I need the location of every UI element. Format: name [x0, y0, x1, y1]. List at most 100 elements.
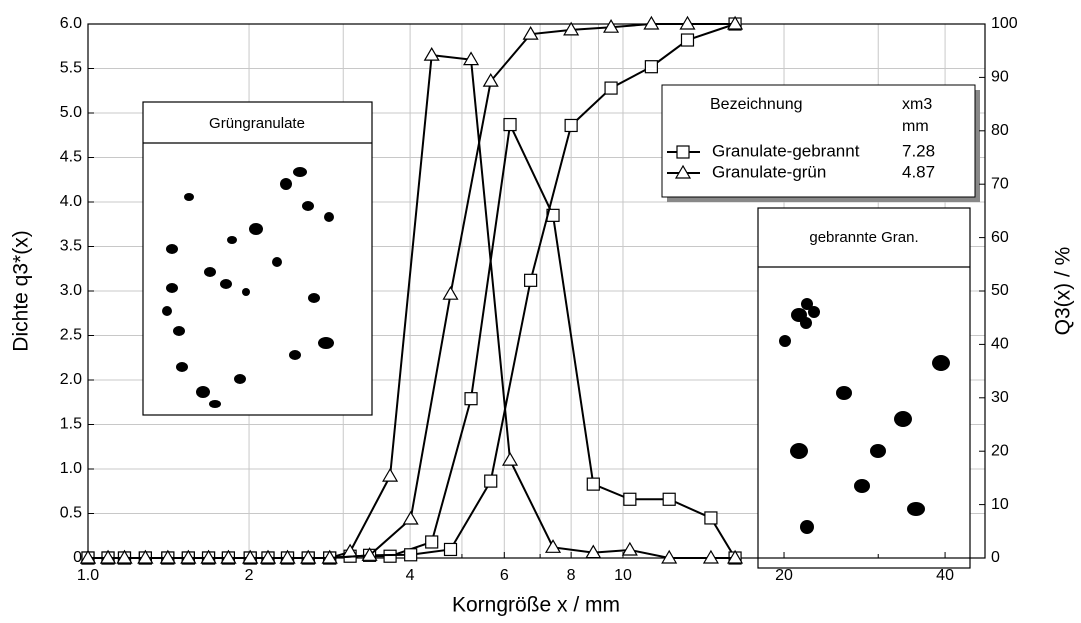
inset-photo: gebrannte Gran. [758, 208, 970, 568]
particle [932, 355, 950, 371]
marker-square [587, 478, 599, 490]
inset-title: gebrannte Gran. [809, 229, 918, 246]
y2-tick-label: 100 [991, 15, 1018, 32]
particle [162, 306, 172, 316]
legend-value-title: xm3 [902, 96, 932, 113]
particle [227, 236, 237, 244]
y-tick-label: 2.0 [60, 371, 82, 388]
particle [854, 479, 870, 493]
particle [894, 411, 912, 427]
particle [836, 386, 852, 400]
marker-square [384, 550, 396, 562]
inset-photo: Grüngranulate [143, 102, 372, 415]
y2-tick-label: 50 [991, 282, 1009, 299]
marker-square [624, 493, 636, 505]
marker-square [485, 475, 497, 487]
marker-triangle [623, 543, 637, 555]
particle [870, 444, 886, 458]
particle [907, 502, 925, 516]
x-tick-label: 6 [500, 567, 509, 584]
particle [242, 288, 250, 296]
particle [184, 193, 194, 201]
marker-square [504, 119, 516, 131]
y2-tick-label: 90 [991, 69, 1009, 86]
particle [249, 223, 263, 235]
y2-tick-label: 10 [991, 496, 1009, 513]
x-tick-label: 10 [614, 567, 632, 584]
legend-label: Granulate-grün [712, 162, 826, 181]
x-tick-label: 1.0 [77, 567, 99, 584]
y-tick-label: 4.5 [60, 149, 82, 166]
marker-triangle [444, 287, 458, 299]
particle [166, 244, 178, 254]
y-tick-label: 1.5 [60, 416, 82, 433]
inset-title: Grüngranulate [209, 115, 305, 132]
particle [166, 283, 178, 293]
particle [318, 337, 334, 349]
marker-triangle [503, 453, 517, 465]
particle [324, 212, 334, 222]
y-tick-label: 4.0 [60, 193, 82, 210]
marker-square [663, 493, 675, 505]
y2-tick-label: 80 [991, 122, 1009, 139]
particle [272, 257, 282, 267]
x-tick-label: 2 [245, 567, 254, 584]
legend-label: Granulate-gebrannt [712, 141, 860, 160]
marker-square [465, 393, 477, 405]
marker-square [681, 34, 693, 46]
x-axis-label: Korngröße x / mm [452, 594, 620, 617]
particle [293, 167, 307, 177]
y2-tick-label: 30 [991, 389, 1009, 406]
y-tick-label: 0 [73, 549, 82, 566]
y2-tick-label: 20 [991, 442, 1009, 459]
particle [808, 306, 820, 318]
particle [173, 326, 185, 336]
particle [289, 350, 301, 360]
marker-square [565, 119, 577, 131]
x-tick-label: 20 [775, 567, 793, 584]
y2-tick-label: 70 [991, 175, 1009, 192]
y-tick-label: 1.0 [60, 460, 82, 477]
particle [176, 362, 188, 372]
marker-triangle [546, 540, 560, 552]
x-tick-label: 8 [567, 567, 576, 584]
x-tick-label: 4 [406, 567, 415, 584]
marker-square [605, 82, 617, 94]
particle [204, 267, 216, 277]
marker-square [426, 536, 438, 548]
marker-square [645, 61, 657, 73]
particle [800, 520, 814, 534]
legend: Bezeichnung xm3 mm Granulate-gebrannt 7.2… [662, 85, 980, 202]
inset-frame [758, 208, 970, 568]
y2-axis-label: Q3(x) / % [1052, 247, 1075, 336]
legend-title: Bezeichnung [710, 96, 803, 113]
marker-triangle [383, 469, 397, 481]
y-tick-label: 3.0 [60, 282, 82, 299]
y-tick-label: 3.5 [60, 238, 82, 255]
particle [308, 293, 320, 303]
y2-tick-label: 40 [991, 336, 1009, 353]
legend-value-unit: mm [902, 118, 929, 135]
marker-square [525, 274, 537, 286]
y-tick-label: 2.5 [60, 327, 82, 344]
particle [196, 386, 210, 398]
particle [800, 317, 812, 329]
particle [280, 178, 292, 190]
marker-square [445, 543, 457, 555]
particle [302, 201, 314, 211]
legend-value: 7.28 [902, 141, 935, 160]
y-tick-label: 5.5 [60, 60, 82, 77]
y2-tick-label: 0 [991, 549, 1000, 566]
particle [790, 443, 808, 459]
marker-square [705, 512, 717, 524]
y-axis-label: Dichte q3*(x) [10, 230, 33, 351]
y2-tick-label: 60 [991, 229, 1009, 246]
y-tick-label: 0.5 [60, 505, 82, 522]
particle [779, 335, 791, 347]
marker-square [405, 549, 417, 561]
x-tick-label: 40 [936, 567, 954, 584]
y-tick-label: 5.0 [60, 104, 82, 121]
legend-marker [677, 146, 689, 158]
marker-triangle [425, 48, 439, 60]
